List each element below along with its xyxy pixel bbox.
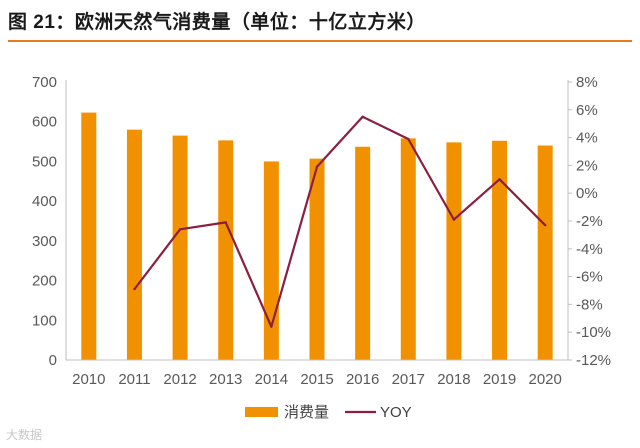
bar-2017 (400, 138, 416, 360)
yoy-point-2019 (498, 178, 501, 181)
legend-label-bar: 消费量 (284, 404, 329, 421)
right-tick-label: -10% (576, 324, 611, 341)
yoy-point-2017 (407, 137, 410, 141)
bar-2015 (309, 158, 325, 360)
title-divider (8, 40, 632, 42)
legend-swatch-bar (245, 407, 278, 417)
x-tick-label: 2014 (255, 371, 288, 388)
yoy-point-2018 (452, 218, 456, 221)
bar-2013 (218, 140, 234, 360)
bar-2016 (355, 146, 371, 360)
yoy-point-2020 (543, 223, 547, 227)
x-tick-label: 2019 (483, 371, 516, 388)
bar-2020 (537, 145, 553, 360)
x-tick-label: 2018 (437, 371, 470, 388)
legend-label-line: YOY (380, 404, 412, 421)
yoy-series (133, 115, 547, 328)
yoy-point-2013 (224, 221, 227, 224)
left-tick-label: 0 (49, 352, 57, 369)
yoy-point-2014 (270, 325, 273, 328)
right-tick-label: -4% (576, 241, 603, 258)
left-tick-label: 200 (32, 273, 57, 290)
bar-2014 (263, 161, 279, 360)
left-tick-label: 300 (32, 233, 57, 250)
bar-2019 (492, 140, 508, 360)
left-tick-label: 700 (32, 74, 57, 91)
x-tick-label: 2012 (163, 371, 196, 388)
bar-2011 (126, 129, 142, 360)
legend: 消费量 YOY (245, 404, 412, 421)
bar-2012 (172, 135, 188, 360)
left-tick-label: 400 (32, 193, 57, 210)
yoy-point-2015 (315, 165, 319, 168)
x-tick-label: 2011 (118, 371, 150, 388)
watermark: 大数据 (6, 428, 43, 442)
right-tick-label: -8% (576, 296, 603, 313)
right-tick-label: 4% (576, 130, 598, 147)
yoy-line (133, 115, 546, 328)
axes: 0 100 200 300 400 500 600 700 -12% -10% -8% -6% -4% -… (32, 74, 611, 388)
page-title: 图 21：欧洲天然气消费量（单位：十亿立方米） (8, 12, 426, 33)
x-tick-label: 2017 (392, 371, 425, 388)
x-tick-label: 2010 (72, 371, 105, 388)
x-tick-label: 2015 (300, 371, 333, 388)
right-tick-label: 2% (576, 157, 598, 174)
x-tick-label: 2020 (528, 371, 561, 388)
right-tick-label: -12% (576, 352, 611, 369)
left-tick-label: 600 (32, 114, 57, 131)
yoy-point-2011 (133, 287, 136, 291)
right-tick-label: 6% (576, 102, 598, 119)
bar-series (81, 112, 553, 360)
right-tick-label: -2% (576, 213, 603, 230)
right-tick-label: 0% (576, 185, 598, 202)
x-tick-label: 2016 (346, 371, 379, 388)
left-tick-label: 100 (32, 312, 57, 329)
yoy-point-2016 (361, 115, 364, 118)
left-tick-label: 500 (32, 153, 57, 170)
yoy-point-2012 (178, 228, 182, 231)
bar-2018 (446, 142, 462, 360)
right-tick-label: -6% (576, 269, 603, 286)
x-tick-label: 2013 (209, 371, 242, 388)
right-tick-label: 8% (576, 74, 598, 91)
bar-2010 (81, 112, 97, 360)
